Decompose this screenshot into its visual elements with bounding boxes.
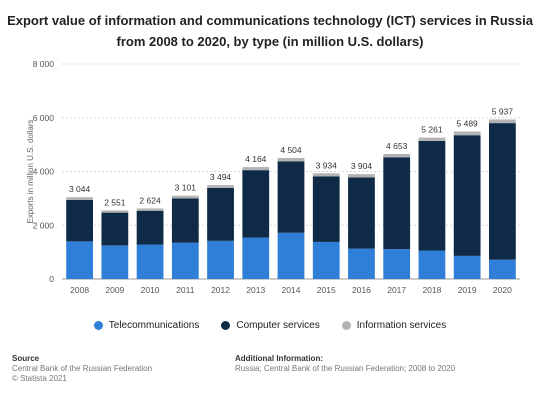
bar-computer-services[interactable] (136, 210, 164, 245)
bar-telecommunications[interactable] (66, 241, 94, 279)
bar-telecommunications[interactable] (348, 248, 375, 279)
bar-information-services[interactable] (348, 174, 375, 178)
bar-telecommunications[interactable] (453, 255, 481, 279)
x-tick-label: 2015 (317, 285, 336, 295)
bar-computer-services[interactable] (383, 157, 411, 250)
stacked-bar-chart: 0 2 000 4 000 6 000 8 000 Exports in million … (26, 59, 520, 295)
x-tick-label: 2009 (105, 285, 124, 295)
bar-total-label: 4 653 (386, 141, 408, 151)
bar-total-label: 2 624 (139, 195, 161, 205)
bar-computer-services[interactable] (171, 198, 199, 243)
y-tick-label: 2 000 (33, 220, 55, 230)
bar-information-services[interactable] (136, 208, 164, 211)
bar-information-services[interactable] (207, 185, 234, 188)
legend-marker-telecommunications (93, 321, 103, 330)
bar-computer-services[interactable] (418, 140, 446, 251)
y-tick-label: 6 000 (33, 113, 55, 123)
bar-telecommunications[interactable] (136, 244, 164, 279)
bar-computer-services[interactable] (488, 123, 516, 260)
bar-total-label: 5 489 (457, 118, 479, 128)
legend-marker-information-services (341, 321, 351, 330)
bar-telecommunications[interactable] (383, 249, 411, 279)
bar-information-services[interactable] (453, 131, 481, 136)
x-tick-label: 2014 (282, 285, 301, 295)
chart-title-line-1: Export value of information and communic… (7, 13, 533, 28)
bar-computer-services[interactable] (348, 177, 375, 249)
bar-information-services[interactable] (418, 137, 446, 141)
x-tick-label: 2011 (176, 285, 195, 295)
additional-info-block: Additional Information: Russia; Central … (235, 354, 455, 374)
y-tick-label: 0 (49, 274, 54, 284)
bar-information-services[interactable] (277, 157, 305, 162)
bar-telecommunications[interactable] (242, 237, 270, 279)
bar-telecommunications[interactable] (488, 259, 516, 279)
legend-item-computer-services[interactable]: Computer services (221, 320, 320, 331)
bar-information-services[interactable] (66, 197, 94, 200)
bar-total-label: 3 934 (316, 160, 338, 170)
bar-information-services[interactable] (101, 210, 129, 213)
bar-total-label: 4 164 (245, 154, 267, 164)
bar-information-services[interactable] (312, 173, 340, 177)
chart-legend: Telecommunications Computer services Inf… (0, 320, 540, 331)
bar-total-label: 2 551 (104, 197, 126, 207)
copyright-text[interactable]: © Statista 2021 (12, 374, 67, 383)
legend-label-computer-services: Computer services (236, 320, 320, 331)
bar-telecommunications[interactable] (101, 245, 129, 279)
source-heading: Source (12, 354, 40, 363)
bar-telecommunications[interactable] (277, 232, 305, 279)
bar-computer-services[interactable] (453, 135, 481, 256)
bar-computer-services[interactable] (207, 187, 234, 241)
bar-computer-services[interactable] (277, 161, 305, 233)
x-tick-label: 2012 (211, 285, 230, 295)
bar-total-label: 3 101 (175, 183, 197, 193)
y-axis-label: Exports in million U.S. dollars (26, 119, 35, 223)
bar-total-label: 3 904 (351, 161, 373, 171)
legend-item-telecommunications[interactable]: Telecommunications (93, 320, 200, 331)
chart-title: Export value of information and communic… (0, 10, 540, 52)
y-tick-label: 4 000 (33, 167, 55, 177)
x-tick-label: 2019 (458, 285, 477, 295)
bar-computer-services[interactable] (312, 176, 340, 242)
source-block: Source Central Bank of the Russian Feder… (12, 354, 152, 384)
bar-telecommunications[interactable] (171, 242, 199, 279)
bar-computer-services[interactable] (66, 199, 94, 242)
y-tick-label: 8 000 (33, 59, 55, 69)
x-tick-label: 2018 (422, 285, 441, 295)
bar-telecommunications[interactable] (418, 250, 446, 279)
bar-information-services[interactable] (171, 195, 199, 199)
x-tick-label: 2010 (141, 285, 160, 295)
bar-information-services[interactable] (488, 119, 516, 124)
bar-telecommunications[interactable] (207, 240, 234, 279)
x-tick-label: 2017 (387, 285, 406, 295)
x-tick-label: 2013 (246, 285, 265, 295)
bar-total-label: 5 937 (492, 106, 514, 116)
chart-title-line-2: from 2008 to 2020, by type (in million U… (116, 34, 424, 49)
bar-total-label: 5 261 (421, 125, 443, 135)
bar-information-services[interactable] (242, 167, 270, 171)
source-text[interactable]: Central Bank of the Russian Federation (12, 364, 153, 373)
bar-total-label: 3 044 (69, 184, 91, 194)
bar-computer-services[interactable] (101, 212, 129, 246)
bar-information-services[interactable] (383, 153, 411, 158)
legend-item-information-services[interactable]: Information services (341, 320, 447, 331)
x-tick-label: 2016 (352, 285, 371, 295)
additional-info-heading: Additional Information: (235, 354, 323, 363)
legend-label-telecommunications: Telecommunications (108, 320, 200, 331)
bar-total-label: 3 494 (210, 172, 232, 182)
additional-info-text: Russia; Central Bank of the Russian Fede… (235, 364, 456, 373)
bar-telecommunications[interactable] (312, 241, 340, 279)
bar-total-label: 4 504 (280, 145, 302, 155)
x-tick-label: 2008 (70, 285, 89, 295)
x-tick-label: 2020 (493, 285, 512, 295)
bar-computer-services[interactable] (242, 170, 270, 238)
legend-label-information-services: Information services (356, 320, 447, 331)
legend-marker-computer-services (221, 321, 231, 330)
